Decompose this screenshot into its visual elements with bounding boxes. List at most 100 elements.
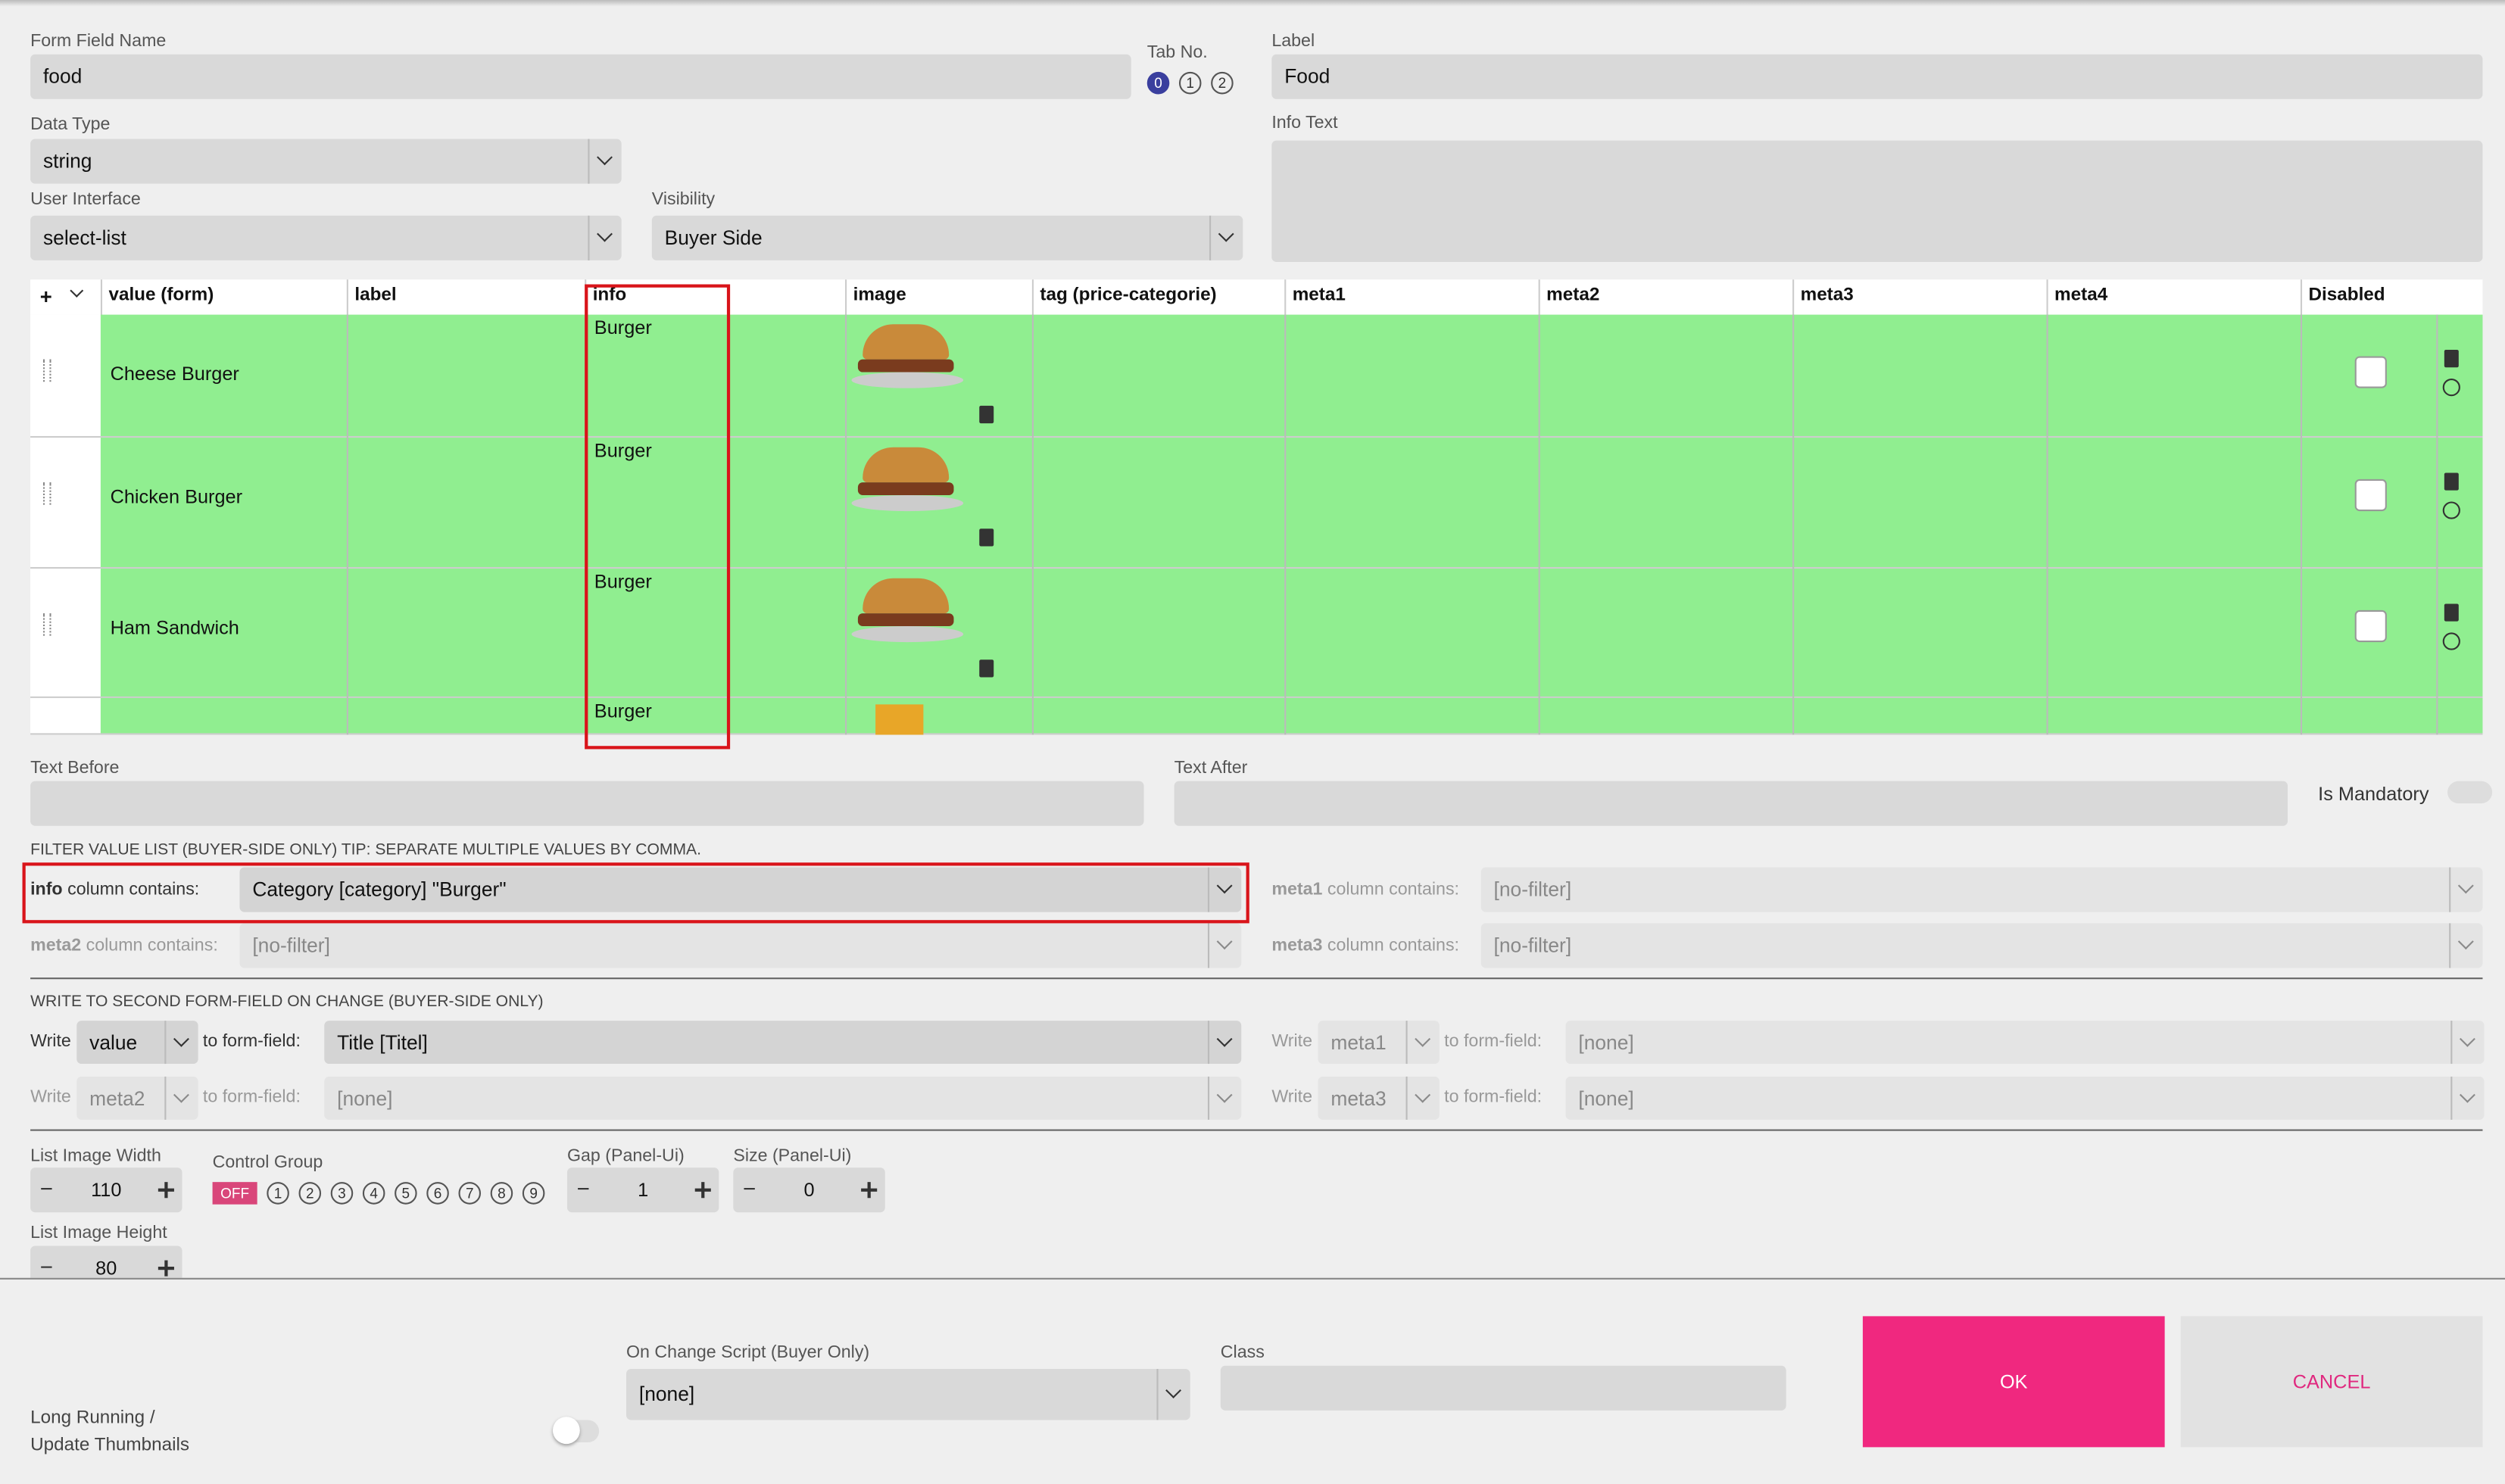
add-row-button[interactable]: + bbox=[39, 284, 52, 309]
class-input[interactable] bbox=[1220, 1365, 1786, 1411]
filter-column: meta2 bbox=[30, 936, 82, 956]
plus-icon bbox=[164, 1259, 168, 1276]
drag-handle[interactable] bbox=[42, 359, 51, 382]
drag-handle[interactable] bbox=[42, 482, 51, 505]
text-after-input[interactable] bbox=[1174, 781, 2288, 826]
select-value: meta3 bbox=[1330, 1086, 1387, 1110]
drag-cell bbox=[30, 314, 101, 438]
radio-option[interactable]: 1 bbox=[1178, 71, 1202, 95]
chevron bbox=[597, 226, 613, 242]
write-source[interactable]: meta1 bbox=[1318, 1021, 1440, 1065]
cell-divider bbox=[2300, 314, 2303, 438]
radio-option[interactable]: 7 bbox=[458, 1182, 482, 1205]
row-delete[interactable] bbox=[2444, 350, 2459, 368]
plate bbox=[851, 625, 964, 643]
select-value: [no-filter] bbox=[1493, 878, 1572, 901]
radio-option[interactable]: 6 bbox=[426, 1182, 449, 1205]
chevron bbox=[2459, 1030, 2475, 1046]
cell-divider bbox=[1031, 314, 1034, 438]
chevron bbox=[1165, 1383, 1182, 1398]
write-target[interactable]: [none] bbox=[1565, 1021, 2485, 1065]
stepper-value: 80 bbox=[95, 1257, 117, 1280]
image-delete[interactable] bbox=[979, 405, 994, 424]
filter-select[interactable]: [no-filter] bbox=[1480, 867, 2483, 912]
burger-bun bbox=[863, 324, 950, 360]
select-value: [no-filter] bbox=[252, 934, 330, 957]
burger-bun bbox=[863, 447, 950, 483]
visibility-select[interactable]: Buyer Side bbox=[651, 215, 1243, 260]
filter-select[interactable]: Category [category] "Burger" bbox=[239, 867, 1242, 912]
minus[interactable]: − bbox=[743, 1175, 756, 1202]
disabled-checkbox[interactable] bbox=[2354, 479, 2387, 512]
write-target[interactable]: [none] bbox=[324, 1076, 1242, 1120]
plate bbox=[851, 495, 964, 512]
cell-divider bbox=[2436, 697, 2438, 735]
drag-handle[interactable] bbox=[42, 613, 51, 636]
image-delete[interactable] bbox=[979, 528, 994, 547]
column-header: Disabled bbox=[2308, 285, 2385, 305]
write-target[interactable]: [none] bbox=[1565, 1076, 2485, 1120]
radio-option[interactable]: 2 bbox=[298, 1182, 322, 1205]
radio-option[interactable]: 9 bbox=[522, 1182, 545, 1205]
info-text-input[interactable] bbox=[1271, 140, 2483, 262]
mandatory-toggle[interactable] bbox=[2447, 781, 2493, 804]
ui-select[interactable]: select-list bbox=[30, 215, 622, 260]
data-type-select[interactable]: string bbox=[30, 139, 622, 184]
disabled-checkbox[interactable] bbox=[2354, 610, 2387, 643]
input-value: food bbox=[42, 65, 83, 89]
radio-option[interactable]: 8 bbox=[490, 1182, 513, 1205]
column-header: meta1 bbox=[1292, 285, 1346, 305]
separator bbox=[30, 1129, 2483, 1131]
ok-button[interactable]: OK bbox=[1862, 1316, 2165, 1448]
filter-suffix: column contains: bbox=[67, 880, 200, 899]
text-before-input[interactable] bbox=[30, 781, 1144, 826]
row-insert[interactable] bbox=[2442, 501, 2460, 519]
filter-label: meta1 column contains: bbox=[1271, 880, 1459, 899]
on-change-select[interactable]: [none] bbox=[625, 1369, 1190, 1420]
filter-select[interactable]: [no-filter] bbox=[1480, 923, 2483, 968]
stepper[interactable]: − 110 bbox=[30, 1168, 182, 1213]
write-source[interactable]: meta3 bbox=[1318, 1076, 1440, 1120]
green-row bbox=[100, 314, 2483, 438]
row-insert[interactable] bbox=[2442, 378, 2460, 397]
write-source[interactable]: meta2 bbox=[76, 1076, 198, 1120]
cell-value: Chicken Burger bbox=[110, 485, 243, 508]
minus[interactable]: − bbox=[576, 1175, 590, 1202]
drag-cell bbox=[30, 438, 101, 569]
filter-select[interactable]: [no-filter] bbox=[239, 923, 1242, 968]
label-input[interactable]: Food bbox=[1271, 54, 2483, 99]
to-label: to form-field: bbox=[1444, 1087, 1543, 1108]
radio-option[interactable]: 5 bbox=[395, 1182, 417, 1205]
minus[interactable]: − bbox=[39, 1175, 54, 1202]
field-name-input[interactable]: food bbox=[30, 54, 1131, 99]
field-label: Form Field Name bbox=[30, 32, 167, 51]
minus[interactable]: − bbox=[39, 1254, 54, 1280]
cancel-button[interactable]: CANCEL bbox=[2180, 1316, 2483, 1448]
chevron bbox=[173, 1086, 189, 1102]
disabled-checkbox[interactable] bbox=[2354, 356, 2387, 388]
radio-option[interactable]: 3 bbox=[330, 1182, 354, 1205]
row-insert[interactable] bbox=[2442, 632, 2460, 650]
radio-option[interactable]: 1 bbox=[267, 1182, 289, 1205]
image-delete[interactable] bbox=[979, 659, 994, 678]
cell-info: Burger bbox=[594, 439, 652, 462]
row-delete[interactable] bbox=[2444, 603, 2459, 622]
off-badge[interactable]: OFF bbox=[212, 1182, 257, 1205]
write-source[interactable]: value bbox=[76, 1021, 198, 1065]
radio-option[interactable]: 4 bbox=[362, 1182, 385, 1205]
radio-option[interactable]: 0 bbox=[1146, 71, 1170, 95]
chevron bbox=[2457, 878, 2474, 894]
filter-suffix: column contains: bbox=[1327, 880, 1460, 899]
radio-option[interactable]: 2 bbox=[1211, 71, 1234, 95]
row-delete[interactable] bbox=[2444, 472, 2459, 491]
chevron bbox=[173, 1030, 189, 1046]
cell-divider bbox=[2436, 438, 2438, 569]
select-value: [none] bbox=[638, 1383, 695, 1406]
stepper[interactable]: −0 bbox=[733, 1168, 885, 1213]
cell-divider bbox=[346, 569, 348, 698]
filter-suffix: column contains: bbox=[86, 936, 218, 956]
write-target[interactable]: Title [Titel] bbox=[324, 1021, 1242, 1065]
cell-divider bbox=[1792, 569, 1795, 698]
stepper[interactable]: −1 bbox=[566, 1168, 719, 1213]
